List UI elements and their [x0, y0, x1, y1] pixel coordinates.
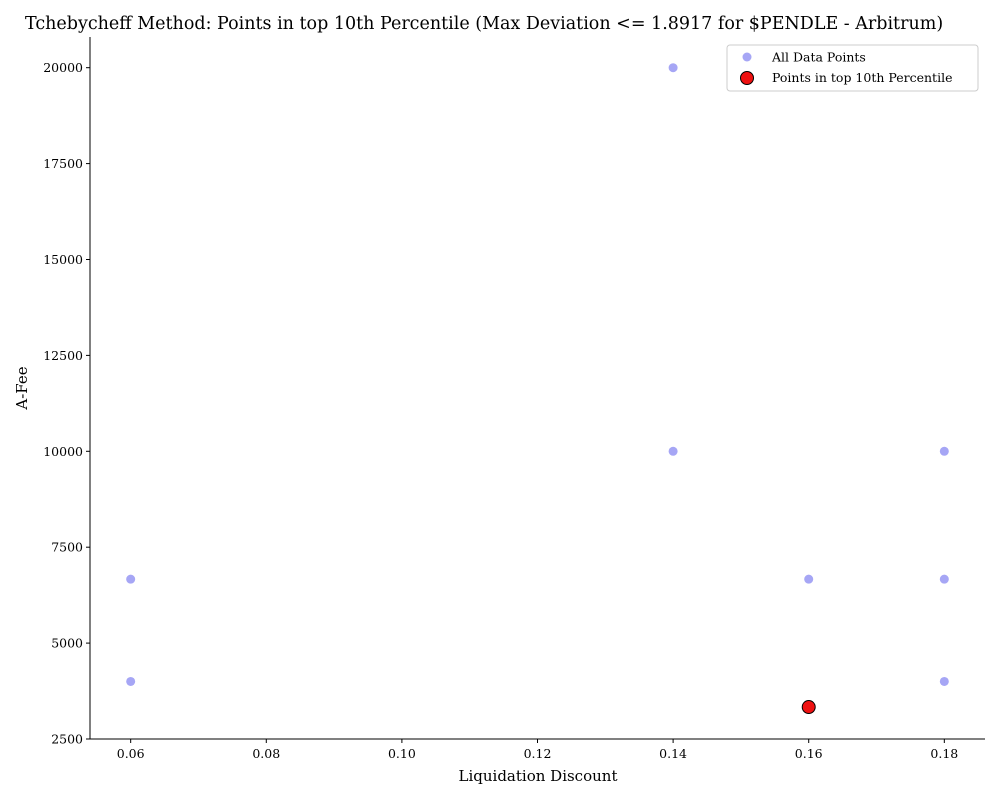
- y-axis-ticks: 2500 5000 7500 10000 12500 15000 17500 20000: [43, 60, 90, 747]
- x-axis-ticks: 0.06 0.08 0.10 0.12 0.14 0.16 0.18: [117, 739, 958, 761]
- axes: [89, 37, 985, 740]
- data-point: [668, 63, 678, 73]
- y-tick-label: 5000: [51, 636, 83, 651]
- y-tick-label: 17500: [43, 156, 83, 171]
- data-point: [126, 574, 136, 584]
- x-tick-label: 0.10: [388, 746, 416, 761]
- y-tick-label: 20000: [43, 60, 83, 75]
- legend-frame: [726, 44, 979, 92]
- chart-title: Tchebycheff Method: Points in top 10th P…: [25, 14, 943, 34]
- data-points: [126, 63, 949, 715]
- x-tick-label: 0.16: [795, 746, 823, 761]
- y-tick-label: 15000: [43, 252, 83, 267]
- y-tick-label: 10000: [43, 444, 83, 459]
- y-tick-label: 12500: [43, 348, 83, 363]
- top-percentile-point: [801, 700, 816, 715]
- data-point: [939, 676, 949, 686]
- data-point: [126, 676, 136, 686]
- legend-label-all-points: All Data Points: [771, 50, 866, 65]
- x-tick-label: 0.06: [117, 746, 145, 761]
- x-tick-label: 0.18: [930, 746, 958, 761]
- legend-marker-top-percentile: [740, 71, 754, 85]
- x-tick-label: 0.14: [659, 746, 687, 761]
- y-axis-label: A-Fee: [13, 366, 31, 410]
- data-point: [939, 446, 949, 456]
- data-point: [939, 574, 949, 584]
- legend-marker-all-points: [742, 52, 752, 62]
- legend-label-top-percentile: Points in top 10th Percentile: [772, 70, 952, 85]
- data-point: [668, 446, 678, 456]
- x-axis-label: Liquidation Discount: [459, 767, 618, 785]
- data-point: [804, 574, 814, 584]
- legend: All Data Points Points in top 10th Perce…: [726, 44, 979, 92]
- x-tick-label: 0.08: [252, 746, 280, 761]
- y-tick-label: 7500: [51, 540, 83, 555]
- x-tick-label: 0.12: [524, 746, 552, 761]
- y-tick-label: 2500: [51, 732, 83, 747]
